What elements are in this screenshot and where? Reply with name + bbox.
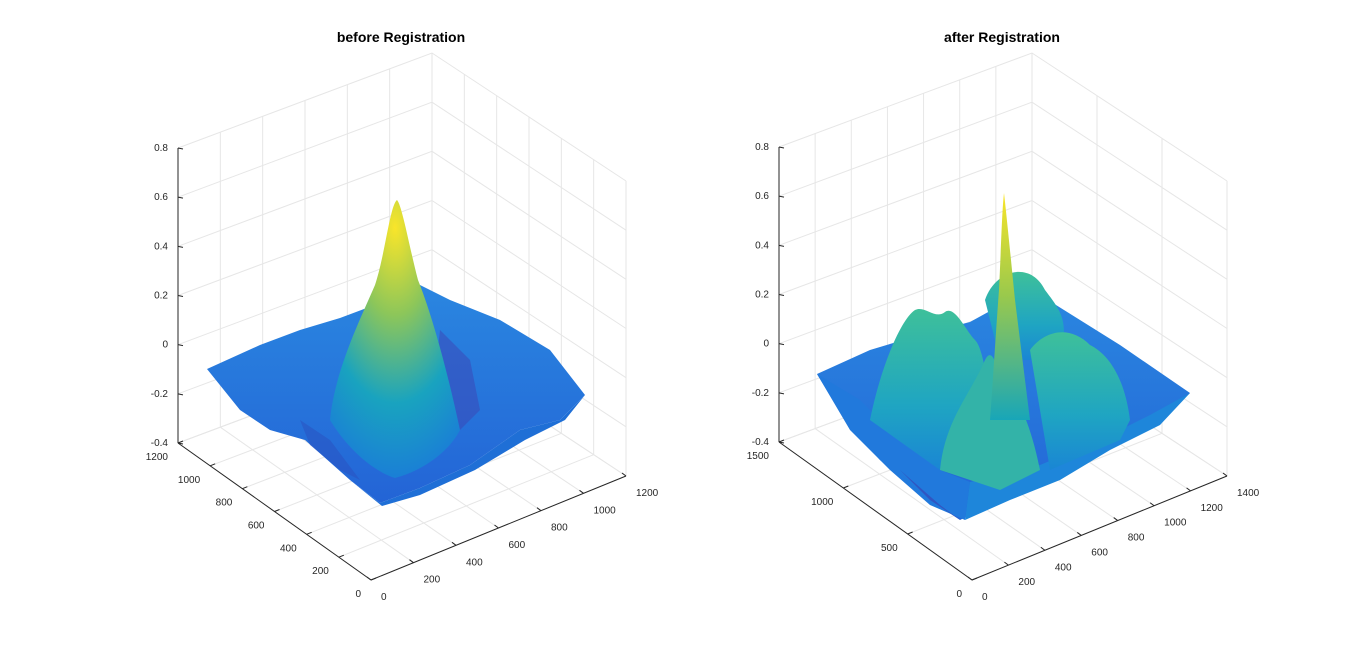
x-tick xyxy=(1076,532,1082,536)
z-tick-label: 0.4 xyxy=(154,241,168,252)
y-tick-label: 400 xyxy=(280,543,297,554)
z-tick xyxy=(177,393,184,396)
x-tick-label: 800 xyxy=(551,523,568,534)
y-tick xyxy=(209,463,216,467)
x-tick xyxy=(409,559,414,564)
y-tick-label: 800 xyxy=(216,498,233,509)
y-axis: 0 200 400 600 800 1000 1200 xyxy=(146,440,377,600)
surface-edge xyxy=(817,374,970,520)
z-tick-label: 0.2 xyxy=(755,290,769,301)
y-tick-label: 200 xyxy=(312,566,329,577)
y-tick-label: 0 xyxy=(956,589,962,600)
z-tick xyxy=(778,195,785,198)
surface-mound xyxy=(940,355,1040,490)
x-tick-label: 1200 xyxy=(636,488,659,499)
y-tick xyxy=(274,509,280,512)
x-tick-label: 0 xyxy=(982,592,988,603)
z-tick-label: 0.2 xyxy=(154,291,168,302)
z-tick-label: 0.8 xyxy=(154,143,168,154)
x-tick-label: 0 xyxy=(381,592,387,603)
x-tick xyxy=(621,472,627,477)
z-tick-label: -0.2 xyxy=(752,388,770,399)
z-tick xyxy=(778,244,785,247)
axes-after-registration: -0.4 -0.2 0 0.2 0.4 0.6 0.8 0 500 1000 1500 0 200 4… xyxy=(747,29,1260,603)
y-tick xyxy=(907,531,913,535)
x-tick-label: 1400 xyxy=(1237,488,1260,499)
x-tick xyxy=(451,541,457,546)
x-tick-label: 1200 xyxy=(1201,503,1224,514)
axes-before-registration: -0.4 -0.2 0 0.2 0.4 0.6 0.8 0 200 400 600 800 1000 1… xyxy=(146,29,659,603)
x-axis: 0 200 400 600 800 1000 1200 1400 xyxy=(967,472,1260,603)
x-tick-label: 400 xyxy=(1055,562,1072,573)
x-tick-label: 600 xyxy=(1091,547,1108,558)
x-tick-label: 1000 xyxy=(594,505,617,516)
z-tick xyxy=(177,344,184,347)
y-tick-label: 500 xyxy=(881,543,898,554)
z-tick xyxy=(177,245,184,248)
surface-peak xyxy=(990,193,1030,420)
surface-after-registration xyxy=(817,193,1190,520)
x-tick-label: 800 xyxy=(1128,533,1145,544)
x-tick xyxy=(366,576,372,581)
z-tick xyxy=(177,147,184,150)
x-tick-label: 200 xyxy=(1018,577,1035,588)
z-tick-label: 0 xyxy=(162,340,168,351)
x-tick xyxy=(1004,561,1009,566)
z-tick xyxy=(177,295,184,297)
surface-peak xyxy=(330,200,460,478)
surface-before-registration xyxy=(207,200,585,506)
x-axis: 0 200 400 600 800 1000 1200 xyxy=(366,472,659,603)
y-tick-label: 0 xyxy=(355,589,361,600)
chart-title: before Registration xyxy=(337,29,465,45)
z-tick xyxy=(177,196,184,199)
surface-mound xyxy=(1030,332,1130,470)
x-tick xyxy=(1186,487,1191,492)
z-tick xyxy=(778,294,785,296)
y-tick-label: 1000 xyxy=(811,497,834,508)
x-tick xyxy=(1222,472,1228,477)
x-tick xyxy=(579,489,584,494)
z-tick-label: 0.4 xyxy=(755,240,769,251)
z-tick xyxy=(778,343,785,346)
x-tick xyxy=(967,576,973,581)
y-tick xyxy=(778,439,785,443)
y-tick xyxy=(177,440,184,444)
y-tick-label: 1500 xyxy=(747,451,770,462)
surface-valley xyxy=(300,420,360,480)
x-tick-label: 200 xyxy=(424,575,441,586)
z-tick-label: -0.4 xyxy=(151,438,169,449)
z-tick-label: 0 xyxy=(763,339,769,350)
chart-title: after Registration xyxy=(944,29,1060,45)
x-tick-label: 1000 xyxy=(1164,518,1187,529)
z-tick-label: 0.6 xyxy=(755,191,769,202)
y-axis: 0 500 1000 1500 xyxy=(747,439,978,600)
y-tick xyxy=(306,531,312,535)
z-axis: -0.4 -0.2 0 0.2 0.4 0.6 0.8 xyxy=(151,143,184,449)
x-tick xyxy=(1113,517,1119,521)
z-tick xyxy=(778,392,785,395)
y-tick xyxy=(338,554,345,558)
x-tick xyxy=(536,507,542,512)
x-tick-label: 600 xyxy=(509,540,526,551)
x-tick-label: 400 xyxy=(466,557,483,568)
y-tick-label: 1000 xyxy=(178,475,201,486)
y-tick-label: 1200 xyxy=(146,452,169,463)
x-tick xyxy=(1149,502,1155,507)
z-tick-label: -0.4 xyxy=(752,437,770,448)
z-tick xyxy=(778,146,785,149)
z-tick-label: -0.2 xyxy=(151,389,169,400)
z-axis: -0.4 -0.2 0 0.2 0.4 0.6 0.8 xyxy=(752,142,785,448)
x-tick xyxy=(1040,546,1046,551)
z-tick-label: 0.6 xyxy=(154,192,168,203)
y-tick-label: 600 xyxy=(248,521,265,532)
z-tick-label: 0.8 xyxy=(755,142,769,153)
y-tick xyxy=(843,485,849,489)
x-tick xyxy=(494,524,499,529)
y-tick xyxy=(242,486,248,490)
